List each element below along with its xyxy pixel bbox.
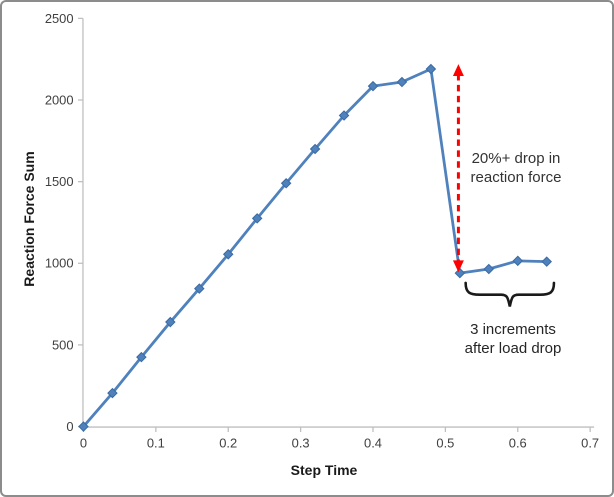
data-point-marker (165, 316, 176, 328)
annotation-increments-label: 3 increments after load drop (439, 320, 587, 358)
brace (464, 281, 556, 307)
data-point-marker (194, 283, 205, 294)
series-line (82, 67, 549, 428)
data-point-marker (512, 255, 524, 267)
data-point-marker (280, 178, 292, 189)
data-point-marker (136, 351, 147, 363)
x-tick-label: 0.2 (219, 435, 237, 450)
data-point-marker (78, 421, 89, 432)
data-point-marker (541, 256, 552, 267)
drop-arrow-head-up (452, 64, 464, 76)
x-tick-label: 0.3 (292, 435, 310, 450)
annotation-drop-label: 20%+ drop in reaction force (454, 149, 578, 187)
data-point-marker (396, 76, 408, 88)
x-tick-label: 0.5 (436, 435, 454, 450)
data-point-marker (454, 267, 466, 279)
annotation-increments-line2: after load drop (464, 340, 562, 357)
y-tick-label: 500 (52, 337, 74, 352)
y-axis-title: Reaction Force Sum (21, 151, 37, 287)
y-tick-label: 1000 (45, 256, 74, 271)
data-point-marker (367, 80, 379, 92)
y-tick-label: 0 (66, 419, 73, 434)
data-point-marker (251, 213, 263, 224)
data-point-marker (425, 63, 437, 75)
annotation-increments-line1: 3 increments (470, 321, 556, 338)
data-point-marker (222, 249, 234, 260)
data-point-marker (338, 110, 350, 121)
y-tick-label: 2000 (45, 92, 74, 107)
x-tick-label: 0.1 (147, 435, 165, 450)
data-point-marker (107, 387, 118, 399)
data-point-marker (309, 143, 321, 155)
x-axis-title: Step Time (290, 462, 358, 478)
y-tick-label: 2500 (45, 11, 74, 26)
x-tick-label: 0.4 (364, 435, 382, 450)
drop-arrow-head-down (452, 260, 464, 273)
x-tick-label: 0.6 (509, 435, 527, 450)
data-point-marker (483, 263, 495, 275)
y-tick-label: 1500 (45, 174, 74, 189)
x-tick-label: 0 (80, 435, 87, 450)
annotation-drop-line2: reaction force (470, 169, 562, 186)
x-tick-label: 0.7 (581, 435, 599, 450)
annotation-drop-line1: 20%+ drop in (471, 150, 561, 167)
